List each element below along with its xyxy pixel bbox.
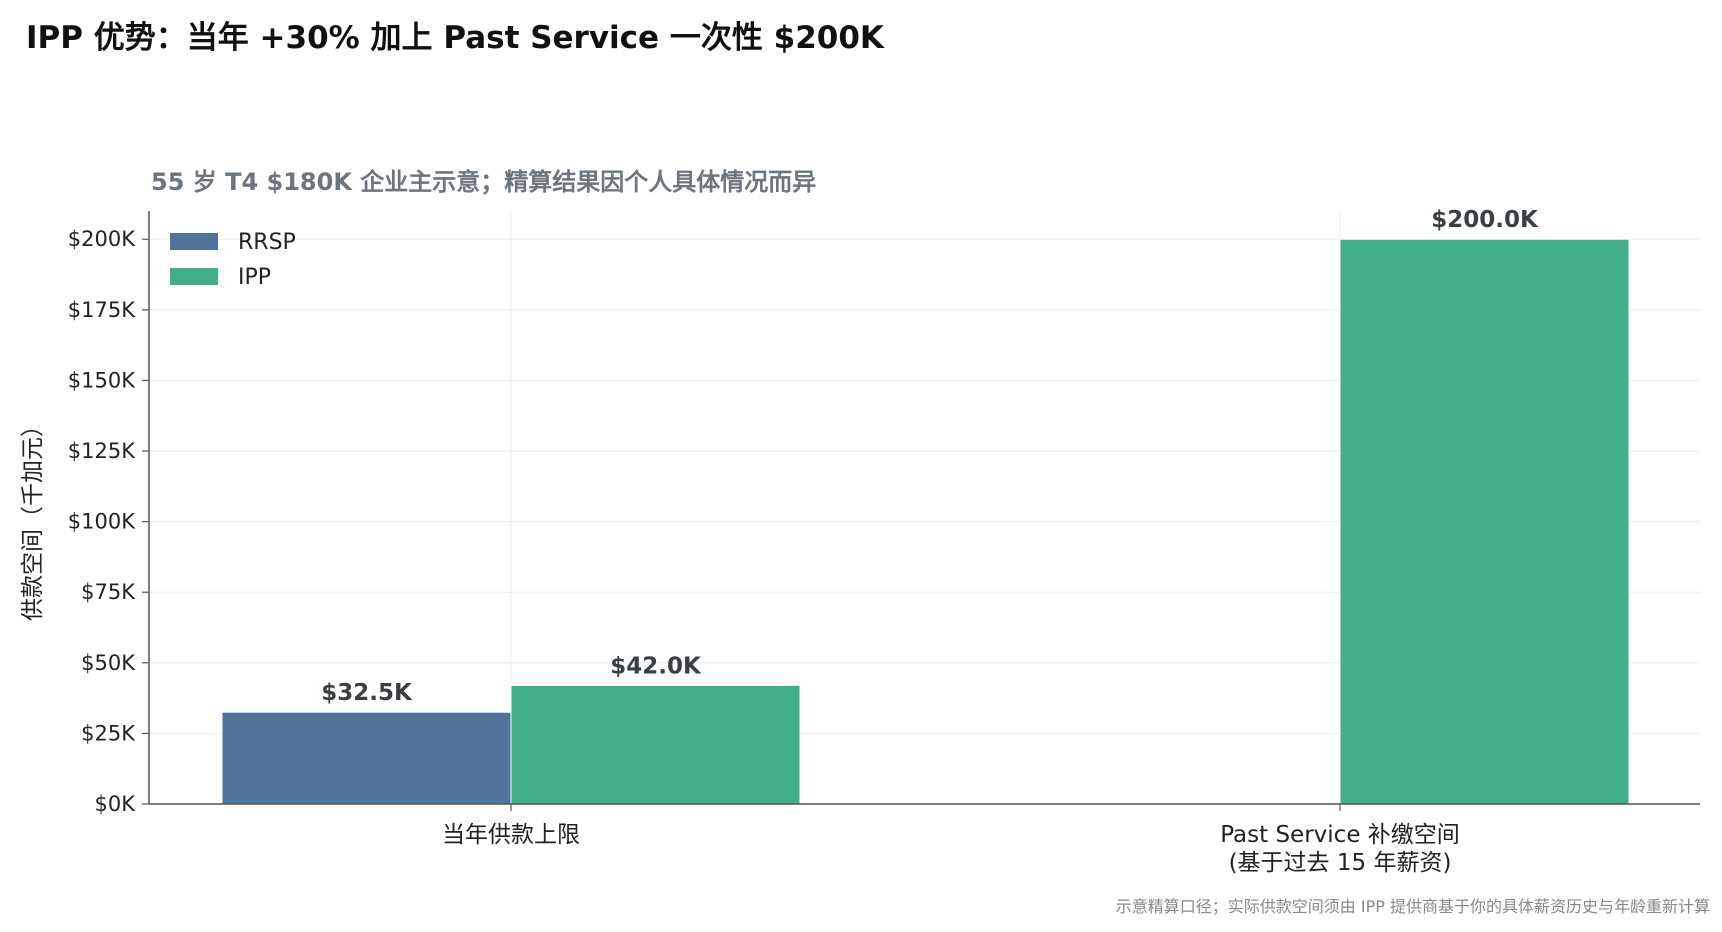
- y-tick-label: $25K: [81, 721, 136, 745]
- legend: RRSP IPP: [170, 230, 296, 290]
- axes: [142, 211, 1700, 811]
- bar-ipp: [1339, 238, 1630, 805]
- x-tick-label: 当年供款上限: [442, 822, 580, 848]
- legend-label-rrsp: RRSP: [238, 230, 296, 255]
- y-tick-label: $175K: [68, 298, 136, 322]
- y-tick-label: $0K: [95, 792, 137, 816]
- legend-swatch-rrsp: [170, 233, 218, 250]
- legend-swatch-ipp: [170, 268, 218, 285]
- bars: [221, 238, 1630, 805]
- x-tick-label: Past Service 补缴空间: [1220, 822, 1460, 848]
- y-tick-label: $100K: [68, 510, 136, 534]
- labels: $0K $25K $50K $75K $100K $125K $150K $175K $200K…: [20, 168, 1539, 876]
- footnote: 示意精算口径；实际供款空间须由 IPP 提供商基于你的具体薪资历史与年龄重新计算: [1115, 897, 1710, 916]
- data-label: $200.0K: [1431, 207, 1539, 233]
- x-tick-label: (基于过去 15 年薪资): [1229, 850, 1452, 876]
- y-axis-label: 供款空间（千加元）: [20, 414, 46, 621]
- y-tick-label: $150K: [68, 368, 136, 392]
- y-tick-label: $125K: [68, 439, 136, 463]
- data-label: $42.0K: [610, 653, 702, 679]
- bar-rrsp: [221, 711, 512, 805]
- legend-label-ipp: IPP: [238, 265, 271, 290]
- chart-subtitle: 55 岁 T4 $180K 企业主示意；精算结果因个人具体情况而异: [151, 168, 816, 196]
- y-tick-label: $50K: [81, 651, 136, 675]
- data-label: $32.5K: [321, 680, 413, 706]
- bar-ipp: [510, 684, 801, 805]
- y-tick-label: $200K: [68, 227, 136, 251]
- chart-title: IPP 优势：当年 +30% 加上 Past Service 一次性 $200K: [26, 20, 884, 56]
- y-tick-label: $75K: [81, 580, 136, 604]
